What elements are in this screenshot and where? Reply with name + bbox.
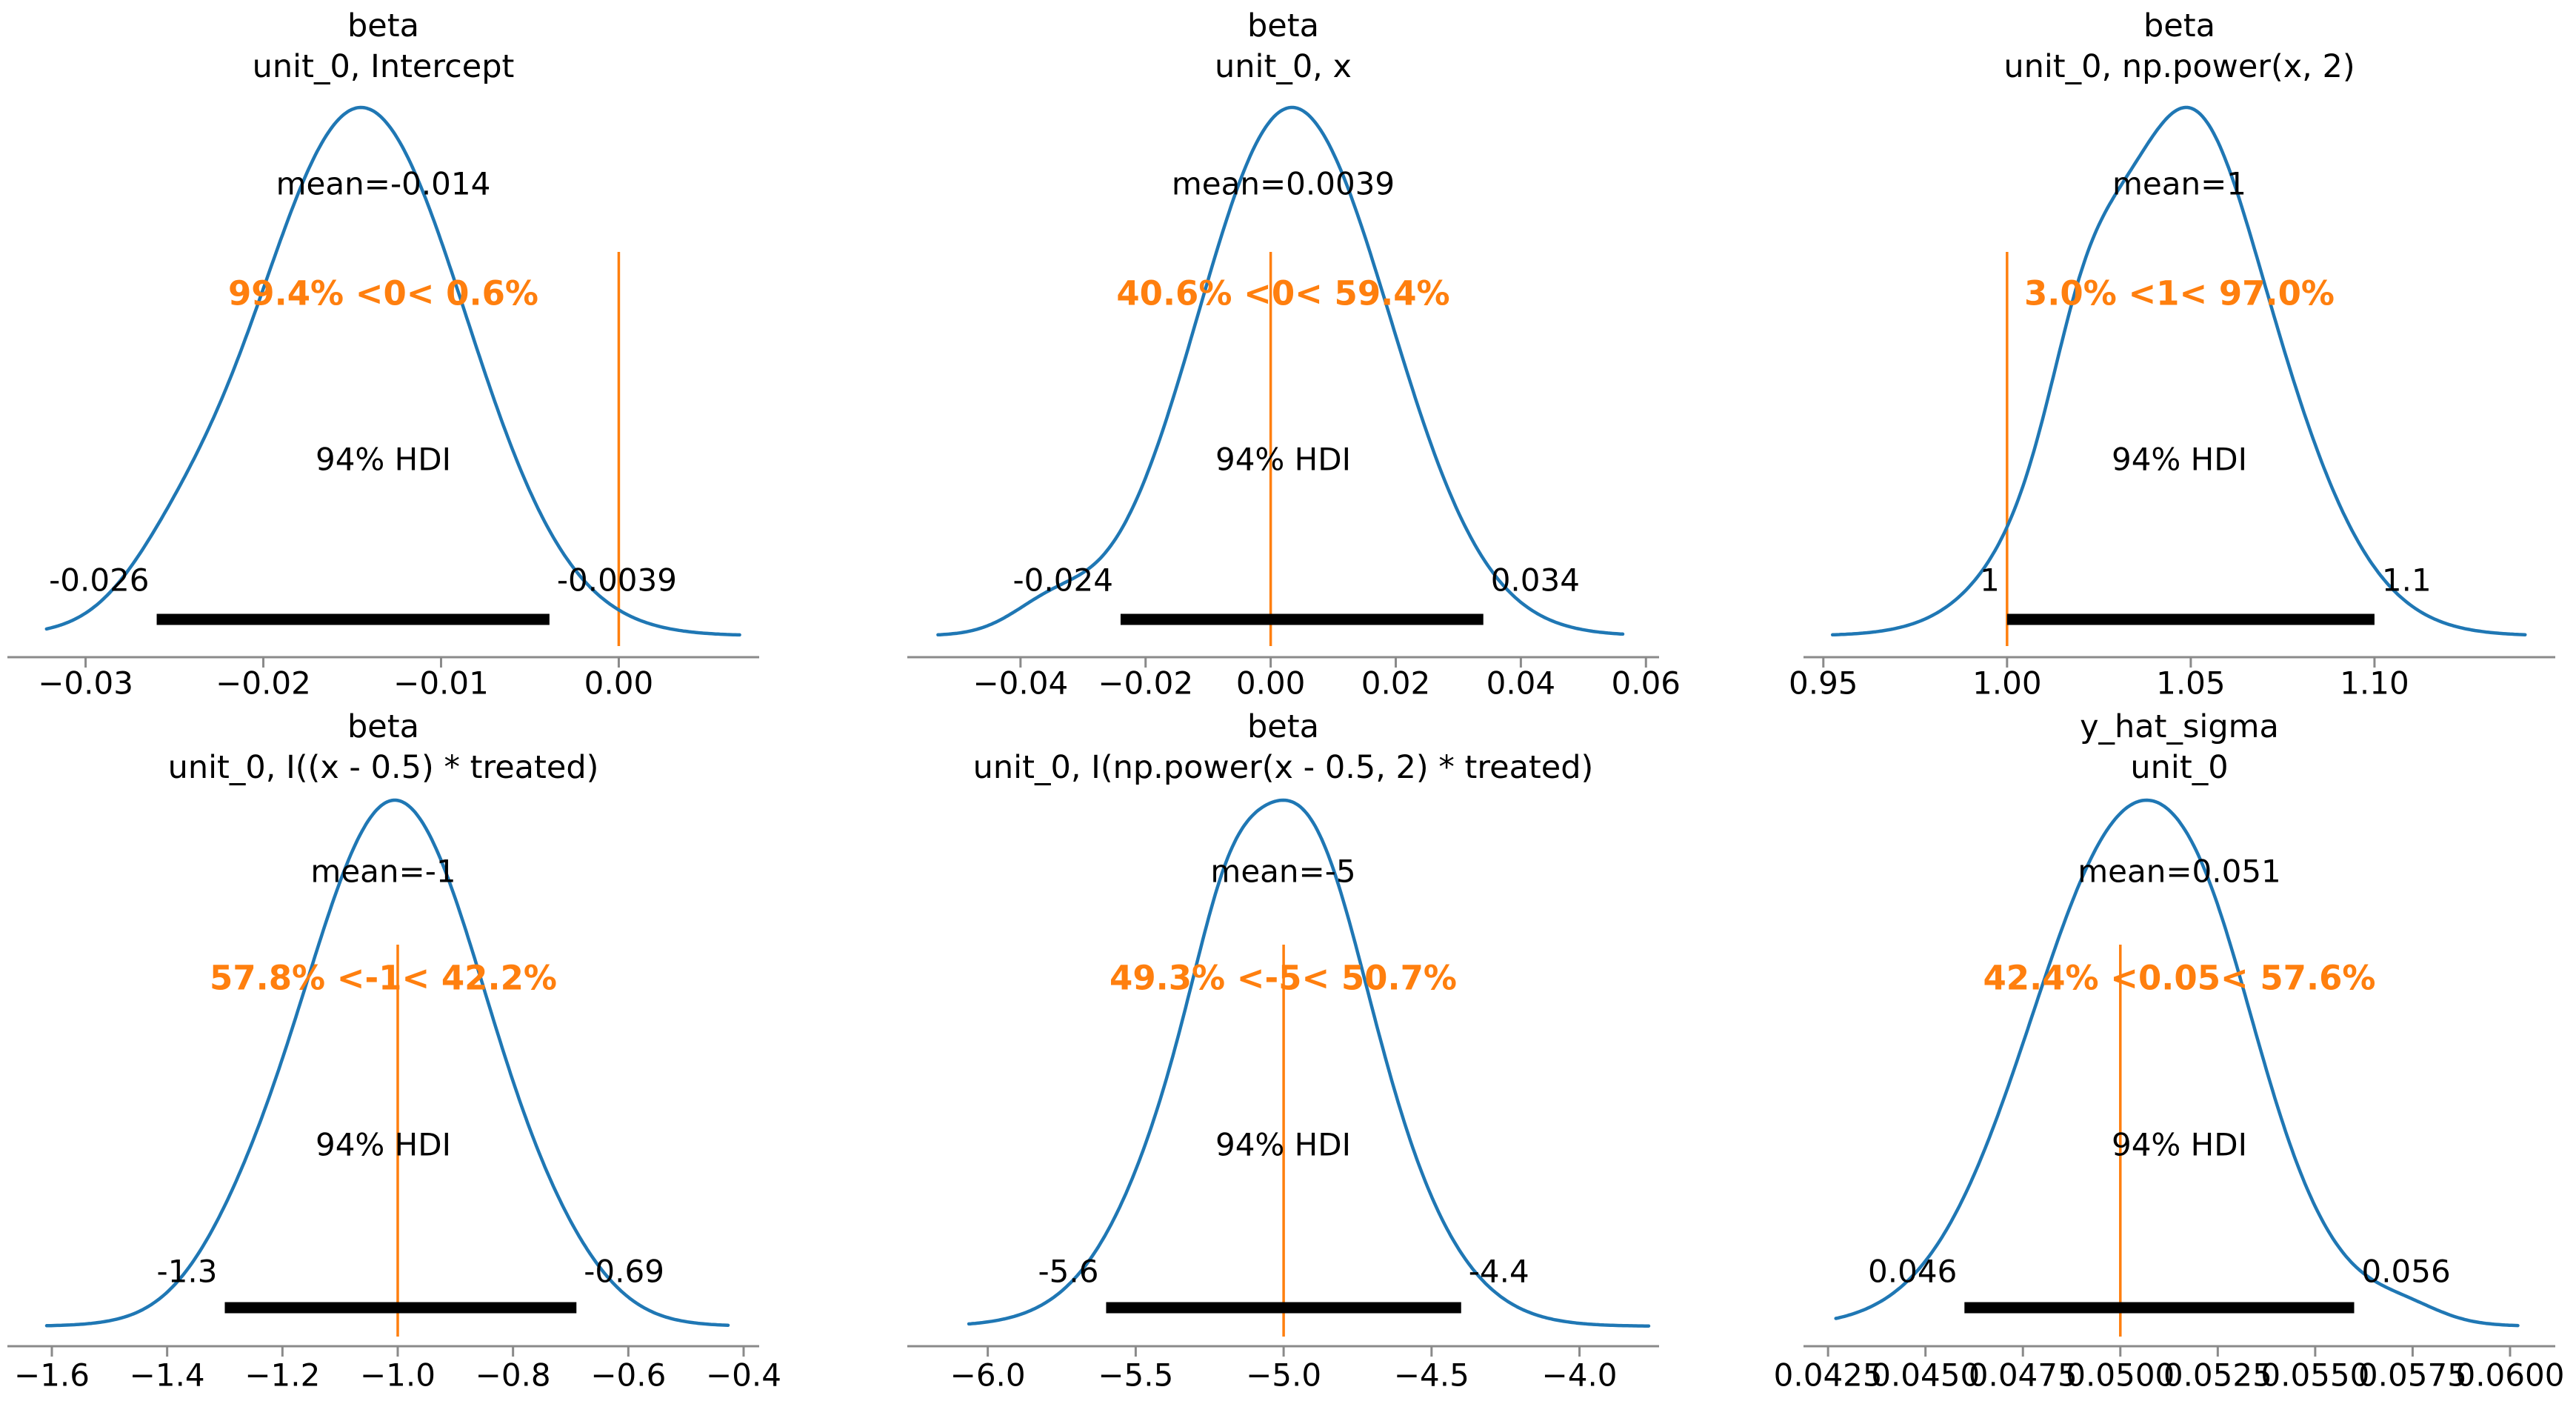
x-tick-label: 0.06 bbox=[1612, 665, 1681, 702]
hdi-lower-label: -5.6 bbox=[1038, 1254, 1098, 1290]
hdi-title: 94% HDI bbox=[1215, 1127, 1351, 1163]
mean-label: mean=-1 bbox=[310, 854, 456, 890]
x-tick-label: −0.6 bbox=[590, 1357, 666, 1394]
x-tick-label: −0.03 bbox=[38, 665, 133, 702]
x-tick-label: 0.0475 bbox=[1969, 1357, 2078, 1394]
x-tick-label: −0.04 bbox=[972, 665, 1068, 702]
plot-title: beta bbox=[347, 708, 419, 745]
hdi-upper-label: 0.056 bbox=[2361, 1254, 2450, 1290]
hdi-lower-label: 1 bbox=[1980, 562, 2000, 599]
hdi-lower-label: 0.046 bbox=[1868, 1254, 1957, 1290]
plot-subtitle: unit_0 bbox=[2130, 749, 2228, 786]
subplot-unit-0-np-power-x-2-: beta unit_0, np.power(x, 2) mean=1 3.0% <1<… bbox=[1789, 7, 2555, 702]
x-tick-label: −0.8 bbox=[476, 1357, 551, 1394]
hdi-lower-label: -0.024 bbox=[1013, 562, 1113, 599]
hdi-title: 94% HDI bbox=[2112, 442, 2247, 478]
x-tick-label: −0.01 bbox=[393, 665, 489, 702]
kde-curve bbox=[1834, 798, 2520, 1328]
ref-probability-label: 99.4% <0< 0.6% bbox=[228, 274, 538, 313]
hdi-upper-label: 1.1 bbox=[2382, 562, 2432, 599]
x-tick-label: −0.4 bbox=[706, 1357, 781, 1394]
subplot-unit-0-i-x-0-5-treated-: beta unit_0, I((x - 0.5) * treated) mean=-… bbox=[7, 708, 781, 1394]
x-tick-label: 0.00 bbox=[584, 665, 654, 702]
x-tick-label: 0.0525 bbox=[2163, 1357, 2272, 1394]
kde-curve bbox=[44, 105, 741, 637]
subplot-unit-0-x: beta unit_0, x mean=0.0039 40.6% <0< 59.4% 9… bbox=[907, 7, 1681, 702]
hdi-title: 94% HDI bbox=[2112, 1127, 2247, 1163]
subplot-unit-0-i-np-power-x-0-5-2-treated-: beta unit_0, I(np.power(x - 0.5, 2) * tre… bbox=[907, 708, 1659, 1394]
x-tick-label: 1.10 bbox=[2340, 665, 2409, 702]
x-tick-label: −1.2 bbox=[244, 1357, 320, 1394]
x-tick-label: 0.0575 bbox=[2358, 1357, 2467, 1394]
x-tick-label: 0.0425 bbox=[1774, 1357, 1883, 1394]
hdi-title: 94% HDI bbox=[316, 442, 451, 478]
plot-subtitle: unit_0, I(np.power(x - 0.5, 2) * treated… bbox=[973, 749, 1594, 786]
ref-probability-label: 57.8% <-1< 42.2% bbox=[210, 959, 557, 998]
hdi-lower-label: -1.3 bbox=[157, 1254, 218, 1290]
x-tick-label: 0.0500 bbox=[2066, 1357, 2175, 1394]
mean-label: mean=0.051 bbox=[2078, 854, 2281, 890]
hdi-title: 94% HDI bbox=[1215, 442, 1351, 478]
plot-title: beta bbox=[347, 7, 419, 44]
mean-label: mean=0.0039 bbox=[1172, 166, 1395, 202]
subplot-unit-0-intercept: beta unit_0, Intercept mean=-0.014 99.4% <0… bbox=[7, 7, 759, 702]
x-tick-label: −1.4 bbox=[130, 1357, 205, 1394]
x-tick-label: 0.95 bbox=[1789, 665, 1858, 702]
x-tick-label: −5.5 bbox=[1098, 1357, 1173, 1394]
plot-title: y_hat_sigma bbox=[2080, 708, 2279, 745]
x-tick-label: −1.6 bbox=[14, 1357, 90, 1394]
x-tick-label: 0.02 bbox=[1361, 665, 1431, 702]
x-tick-label: 0.04 bbox=[1486, 665, 1556, 702]
plot-title: beta bbox=[1247, 708, 1319, 745]
mean-label: mean=-0.014 bbox=[276, 166, 491, 202]
hdi-upper-label: -0.69 bbox=[584, 1254, 664, 1290]
hdi-upper-label: -4.4 bbox=[1469, 1254, 1529, 1290]
plot-subtitle: unit_0, np.power(x, 2) bbox=[2003, 48, 2355, 85]
x-tick-label: 1.05 bbox=[2156, 665, 2226, 702]
x-tick-label: 0.0450 bbox=[1871, 1357, 1980, 1394]
ref-probability-label: 40.6% <0< 59.4% bbox=[1116, 274, 1449, 313]
mean-label: mean=1 bbox=[2112, 166, 2246, 202]
kde-curve bbox=[1830, 105, 2527, 637]
plot-subtitle: unit_0, x bbox=[1215, 48, 1352, 85]
x-tick-label: 1.00 bbox=[1972, 665, 2042, 702]
x-tick-label: −4.0 bbox=[1542, 1357, 1618, 1394]
plot-title: beta bbox=[2143, 7, 2215, 44]
x-tick-label: −0.02 bbox=[216, 665, 311, 702]
mean-label: mean=-5 bbox=[1210, 854, 1355, 890]
plot-subtitle: unit_0, Intercept bbox=[253, 48, 515, 85]
kde-curve bbox=[967, 798, 1651, 1328]
x-tick-label: −1.0 bbox=[360, 1357, 436, 1394]
ref-probability-label: 3.0% <1< 97.0% bbox=[2024, 274, 2335, 313]
x-tick-label: −4.5 bbox=[1394, 1357, 1469, 1394]
kde-curve bbox=[936, 105, 1625, 637]
x-tick-label: −0.02 bbox=[1098, 665, 1193, 702]
plot-title: beta bbox=[1247, 7, 1319, 44]
x-tick-label: 0.00 bbox=[1236, 665, 1306, 702]
x-tick-label: −5.0 bbox=[1246, 1357, 1321, 1394]
ref-probability-label: 42.4% <0.05< 57.6% bbox=[1983, 959, 2375, 998]
hdi-lower-label: -0.026 bbox=[49, 562, 149, 599]
hdi-upper-label: 0.034 bbox=[1491, 562, 1580, 599]
x-tick-label: 0.0600 bbox=[2455, 1357, 2564, 1394]
plot-subtitle: unit_0, I((x - 0.5) * treated) bbox=[168, 749, 599, 786]
x-tick-label: 0.0550 bbox=[2260, 1357, 2369, 1394]
ref-probability-label: 49.3% <-5< 50.7% bbox=[1110, 959, 1457, 998]
subplot-unit-0: y_hat_sigma unit_0 mean=0.051 42.4% <0.05< … bbox=[1774, 708, 2565, 1394]
hdi-upper-label: -0.0039 bbox=[557, 562, 677, 599]
x-tick-label: −6.0 bbox=[950, 1357, 1026, 1394]
kde-curve bbox=[44, 798, 730, 1328]
hdi-title: 94% HDI bbox=[316, 1127, 451, 1163]
